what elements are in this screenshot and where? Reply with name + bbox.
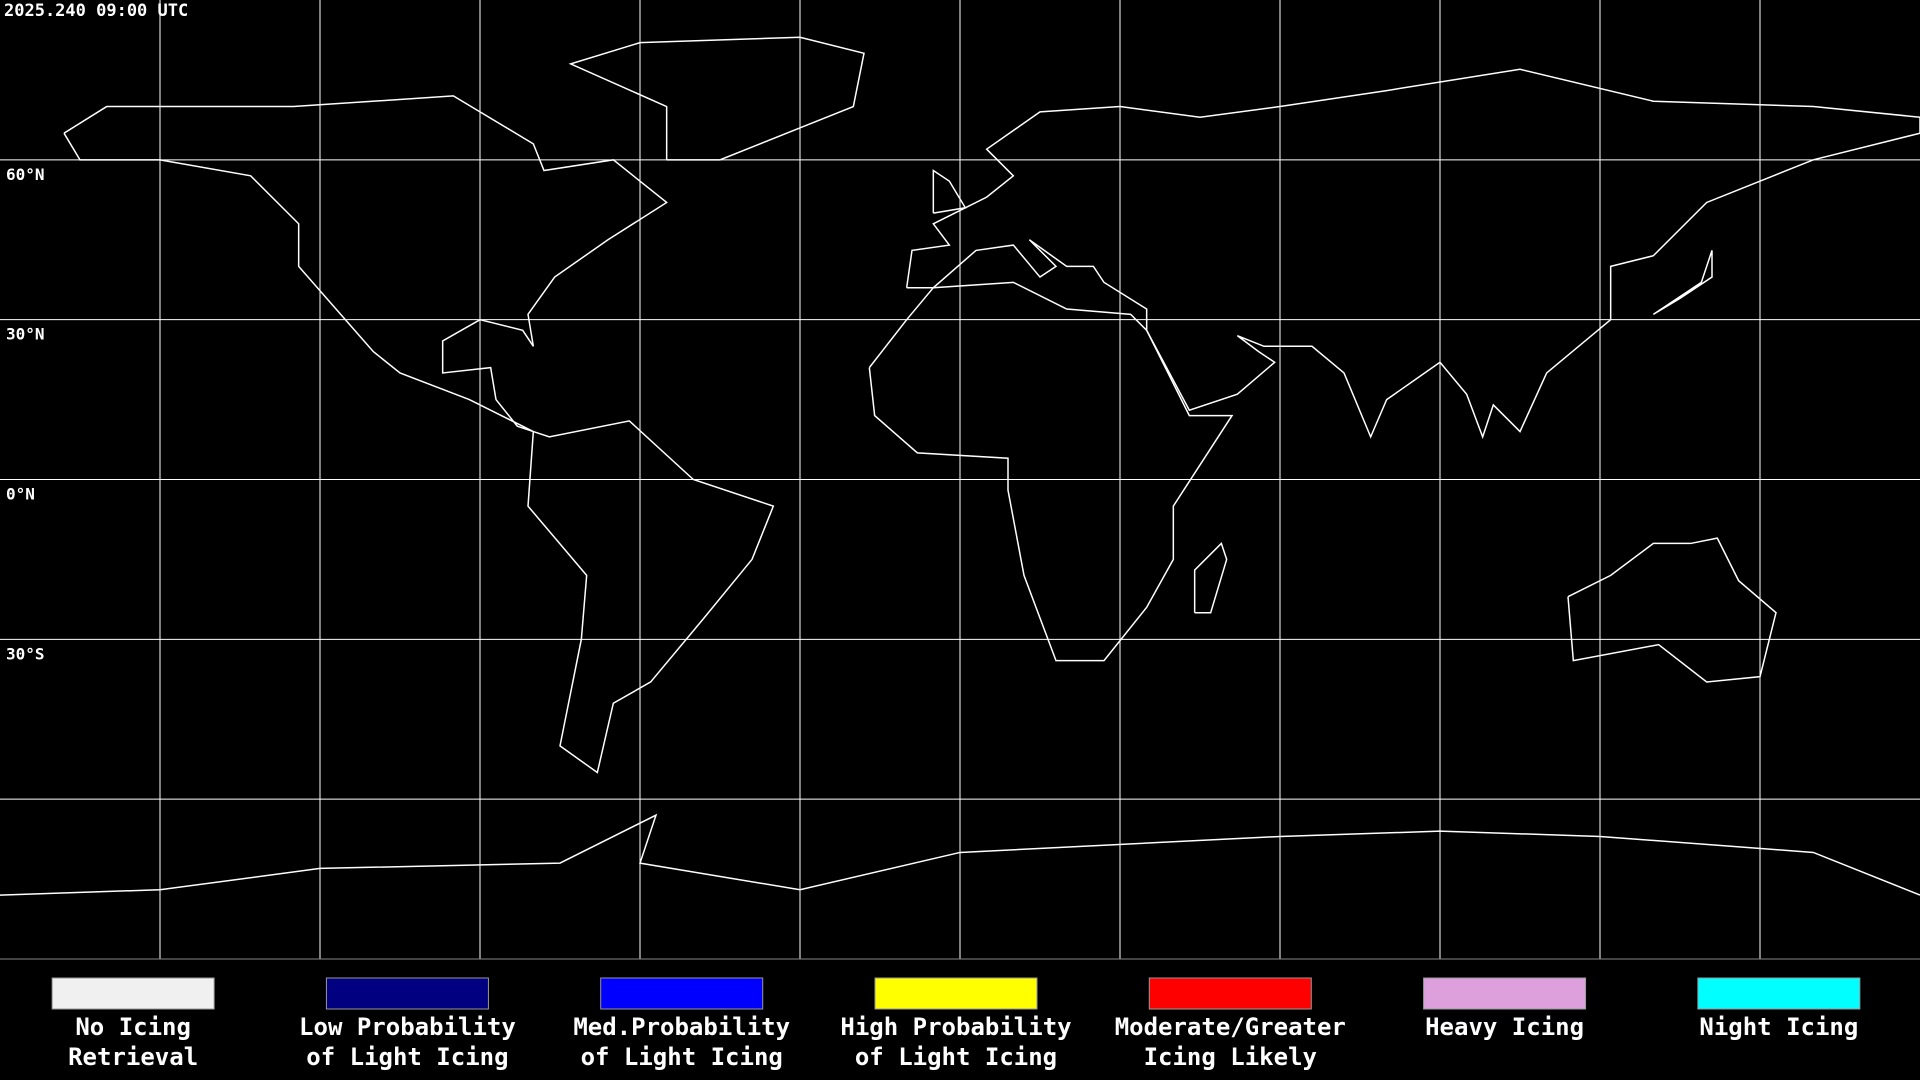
legend-label: of Light Icing (855, 1043, 1057, 1071)
coastline (1567, 537, 1777, 683)
legend-swatch (1697, 977, 1861, 1010)
coastline (1652, 250, 1713, 315)
legend-swatch (51, 977, 215, 1010)
legend-swatch (1423, 977, 1587, 1010)
legend-label: No Icing (75, 1013, 191, 1041)
legend-label: Heavy Icing (1425, 1013, 1584, 1041)
coastline (905, 68, 1920, 440)
coastline (63, 95, 668, 433)
latitude-label: 30°N (6, 325, 45, 344)
legend-label: High Probability (840, 1013, 1071, 1041)
legend-label: Night Icing (1699, 1013, 1858, 1041)
coastline (932, 169, 967, 214)
legend-label: Low Probability (299, 1013, 516, 1041)
legend-label: of Light Icing (306, 1043, 508, 1071)
timestamp: 2025.240 09:00 UTC (4, 1, 188, 21)
legend-swatch (874, 977, 1038, 1010)
coastline (527, 420, 775, 774)
coastline (868, 281, 1234, 662)
legend-label: Icing Likely (1144, 1043, 1317, 1071)
legend-swatch (600, 977, 764, 1010)
legend-label: of Light Icing (581, 1043, 783, 1071)
latitude-label: 0°N (6, 485, 35, 504)
graticule (0, 0, 1920, 959)
legend-label: Med.Probability (573, 1013, 790, 1041)
legend-swatch (325, 977, 489, 1010)
legend-label: Moderate/Greater (1115, 1013, 1346, 1041)
legend-swatch (1148, 977, 1312, 1010)
legend-label: Retrieval (68, 1043, 198, 1071)
latitude-label: 60°N (6, 165, 45, 184)
coastline (1193, 542, 1228, 614)
latitude-label: 30°S (6, 644, 45, 663)
